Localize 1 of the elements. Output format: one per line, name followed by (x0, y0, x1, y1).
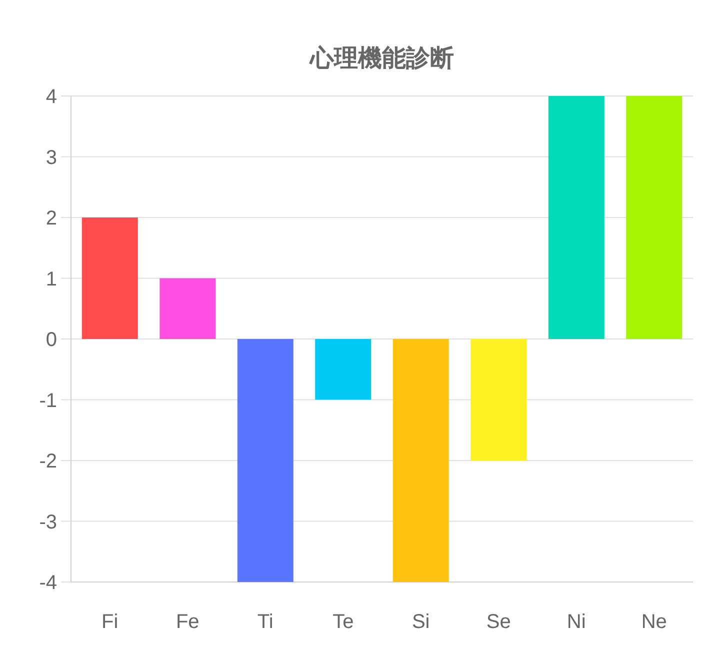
title: 心理機能診断 (310, 45, 454, 72)
